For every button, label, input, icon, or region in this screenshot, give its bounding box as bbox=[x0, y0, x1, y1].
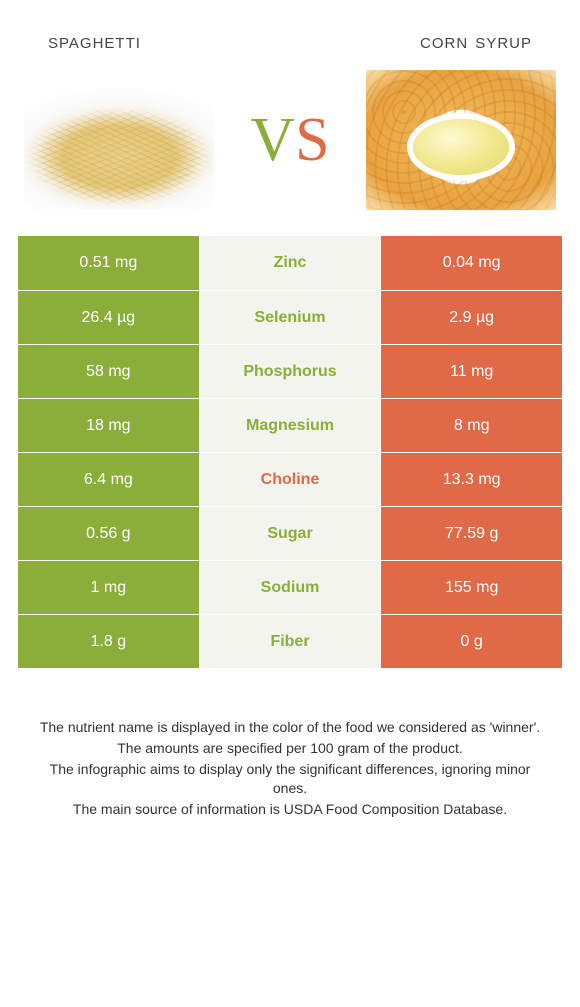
table-row: 58 mgPhosphorus11 mg bbox=[18, 344, 562, 398]
left-value: 1 mg bbox=[18, 561, 200, 614]
nutrient-label: Choline bbox=[200, 453, 382, 506]
footnote-line: The infographic aims to display only the… bbox=[32, 760, 548, 798]
right-food-title: corn syrup bbox=[420, 28, 532, 54]
footnote-line: The main source of information is USDA F… bbox=[32, 800, 548, 819]
footnote-line: The nutrient name is displayed in the co… bbox=[32, 718, 548, 737]
nutrient-label: Sodium bbox=[200, 561, 382, 614]
nutrient-label: Selenium bbox=[200, 291, 382, 344]
right-value: 11 mg bbox=[381, 345, 562, 398]
nutrient-table: 0.51 mgZinc0.04 mg26.4 µgSelenium2.9 µg5… bbox=[18, 236, 562, 668]
right-value: 155 mg bbox=[381, 561, 562, 614]
right-value: 77.59 g bbox=[381, 507, 562, 560]
left-value: 18 mg bbox=[18, 399, 200, 452]
nutrient-label: Fiber bbox=[200, 615, 382, 668]
left-value: 0.56 g bbox=[18, 507, 200, 560]
right-value: 0 g bbox=[381, 615, 562, 668]
vs-v: V bbox=[250, 106, 295, 174]
vs-label: VS bbox=[250, 105, 329, 176]
left-value: 1.8 g bbox=[18, 615, 200, 668]
nutrient-label: Zinc bbox=[200, 236, 382, 290]
title-row: spaghetti corn syrup bbox=[18, 18, 562, 70]
footnote-line: The amounts are specified per 100 gram o… bbox=[32, 739, 548, 758]
left-food-title: spaghetti bbox=[48, 28, 141, 54]
right-value: 2.9 µg bbox=[381, 291, 562, 344]
left-value: 0.51 mg bbox=[18, 236, 200, 290]
footnotes: The nutrient name is displayed in the co… bbox=[18, 668, 562, 818]
table-row: 6.4 mgCholine13.3 mg bbox=[18, 452, 562, 506]
image-row: VS bbox=[18, 70, 562, 236]
table-row: 18 mgMagnesium8 mg bbox=[18, 398, 562, 452]
table-row: 0.56 gSugar77.59 g bbox=[18, 506, 562, 560]
left-value: 6.4 mg bbox=[18, 453, 200, 506]
table-row: 1.8 gFiber0 g bbox=[18, 614, 562, 668]
nutrient-label: Phosphorus bbox=[200, 345, 382, 398]
table-row: 26.4 µgSelenium2.9 µg bbox=[18, 290, 562, 344]
left-value: 26.4 µg bbox=[18, 291, 200, 344]
vs-s: S bbox=[295, 106, 329, 174]
right-value: 8 mg bbox=[381, 399, 562, 452]
nutrient-label: Magnesium bbox=[200, 399, 382, 452]
right-food-image bbox=[366, 70, 556, 210]
left-food-image bbox=[24, 70, 214, 210]
right-value: 13.3 mg bbox=[381, 453, 562, 506]
right-value: 0.04 mg bbox=[381, 236, 562, 290]
table-row: 1 mgSodium155 mg bbox=[18, 560, 562, 614]
left-value: 58 mg bbox=[18, 345, 200, 398]
table-row: 0.51 mgZinc0.04 mg bbox=[18, 236, 562, 290]
nutrient-label: Sugar bbox=[200, 507, 382, 560]
